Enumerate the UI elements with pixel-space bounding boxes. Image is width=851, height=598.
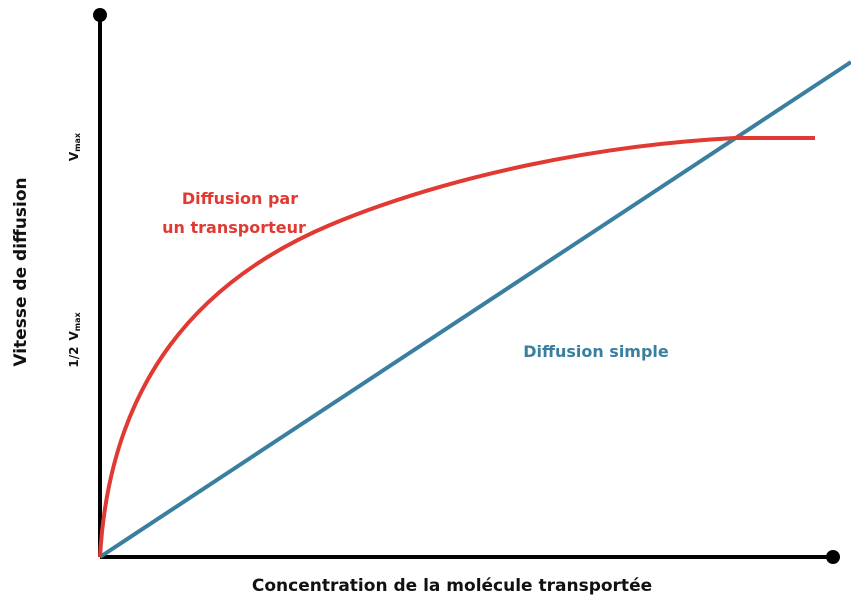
tick-symbol: V xyxy=(67,331,81,341)
tick-symbol: V xyxy=(67,151,81,161)
tick-subscript: max xyxy=(73,312,82,332)
curve-label: un transporteur xyxy=(162,218,306,237)
curve-label: Diffusion par xyxy=(182,189,298,208)
simple-diffusion-line xyxy=(98,60,851,559)
y-tick-label: Vmax xyxy=(67,132,82,161)
y-tick-label: 1/2 Vmax xyxy=(67,312,82,368)
x-axis-label: Concentration de la molécule transportée xyxy=(252,576,652,596)
y-axis-label: Vitesse de diffusion xyxy=(11,177,31,366)
tick-subscript: max xyxy=(73,132,82,152)
tick-prefix: 1/2 xyxy=(67,347,81,368)
transporter-curve xyxy=(98,136,815,558)
axis-end-dot xyxy=(826,550,840,564)
axis-end-dot xyxy=(93,8,107,22)
curve-label: Diffusion simple xyxy=(523,342,669,361)
